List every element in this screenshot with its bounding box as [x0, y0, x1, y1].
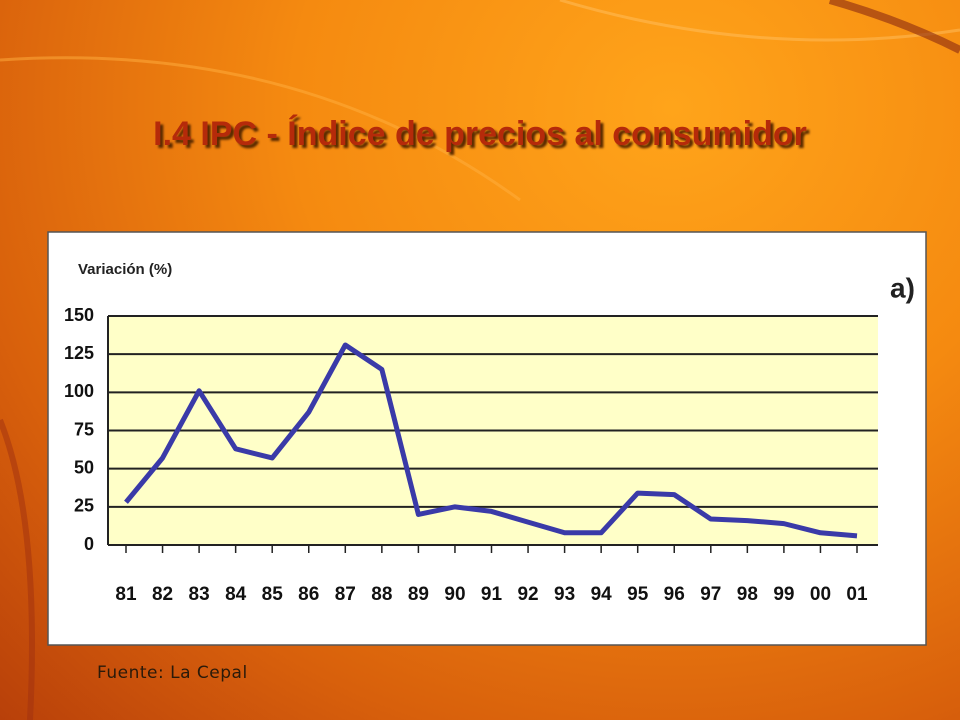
y-tick-label: 100 [64, 381, 94, 401]
y-tick-label: 150 [64, 305, 94, 325]
x-tick-label: 96 [664, 584, 685, 605]
x-tick-label: 95 [627, 584, 649, 605]
line-series [124, 342, 858, 539]
x-tick-label: 90 [444, 584, 465, 605]
x-tick-label: 84 [225, 584, 247, 605]
x-tick-label: 98 [737, 584, 758, 605]
y-tick-label: 125 [64, 343, 94, 363]
x-tick-label: 82 [152, 584, 173, 605]
y-tick-label: 0 [84, 534, 94, 554]
x-tick-label: 97 [700, 584, 721, 605]
y-tick-label: 50 [74, 457, 94, 477]
source-note: Fuente: La Cepal [97, 663, 248, 683]
x-tick-label: 89 [408, 584, 429, 605]
x-tick-label: 92 [517, 584, 538, 605]
y-tick-label: 25 [74, 496, 94, 516]
x-tick-label: 93 [554, 584, 575, 605]
annotation: a) [890, 272, 915, 303]
x-tick-label: 99 [773, 584, 794, 605]
x-tick-label: 00 [810, 584, 831, 605]
x-tick-label: 88 [371, 584, 392, 605]
x-tick-label: 87 [335, 584, 356, 605]
y-tick-label: 75 [74, 419, 94, 439]
x-tick-label: 91 [481, 584, 503, 605]
x-tick-label: 85 [262, 584, 284, 605]
x-tick-label: 94 [591, 584, 613, 605]
x-tick-label: 86 [298, 584, 319, 605]
x-tick-label: 81 [115, 584, 137, 605]
slide-title: I.4 IPC - Índice de precios al consumido… [153, 115, 807, 153]
x-tick-label: 01 [846, 584, 868, 605]
x-tick-label: 83 [189, 584, 210, 605]
y-axis-label: Variación (%) [78, 261, 172, 278]
